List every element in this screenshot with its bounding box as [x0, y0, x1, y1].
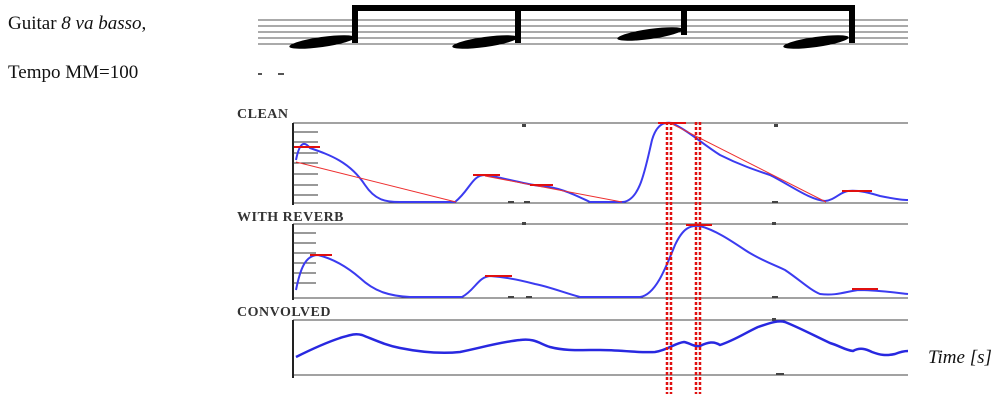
panel-label-convolved: CONVOLVED	[237, 305, 331, 320]
baseline-ticks	[508, 124, 784, 375]
tempo-caption: Tempo MM=100	[8, 62, 139, 83]
note-head	[783, 35, 849, 49]
convolved-curve	[295, 320, 909, 359]
note-stem	[352, 5, 358, 43]
note-stem	[515, 5, 521, 43]
octave-marking: 8 va basso	[61, 13, 142, 34]
music-staff	[258, 19, 908, 45]
beamed-notes	[289, 5, 855, 49]
reverb-envelope	[295, 224, 909, 298]
instrument-caption: Guitar 8 va basso,	[8, 13, 146, 35]
note-head	[617, 27, 683, 41]
time-axis-label: Time [s]	[928, 347, 992, 368]
clean-envelope	[295, 121, 909, 203]
instrument-name: Guitar	[8, 13, 62, 34]
onset-time-markers	[665, 122, 702, 394]
note-head	[452, 35, 518, 49]
clean-fit-lines	[295, 123, 827, 203]
note-head	[289, 35, 355, 49]
note-stem	[849, 5, 855, 43]
panel-label-reverb: WITH REVERB	[237, 210, 345, 225]
clean-onset-markers	[294, 122, 872, 192]
panel-label-clean: CLEAN	[237, 107, 289, 122]
caption-comma: ,	[141, 13, 147, 34]
panel-frames	[293, 122, 908, 376]
note-stem	[681, 5, 687, 35]
reverb-onset-markers	[310, 224, 878, 290]
note-beam	[352, 5, 855, 11]
